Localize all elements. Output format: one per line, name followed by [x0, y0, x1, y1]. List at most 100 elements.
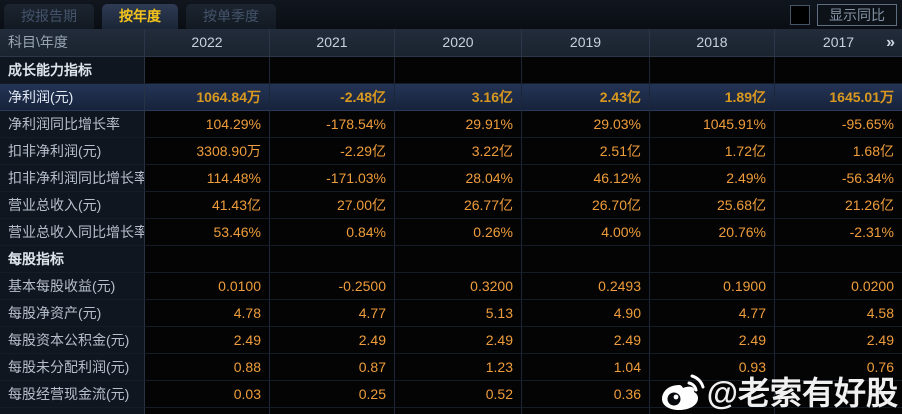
- value-cell: 0.0200: [775, 273, 902, 300]
- value-cell: [775, 57, 902, 84]
- value-cell: 1.72亿: [650, 138, 775, 165]
- value-cell: 4.90: [522, 300, 650, 327]
- tab-bar-controls: 显示同比: [790, 4, 897, 26]
- value-cell: [650, 246, 775, 273]
- row-label: 扣非净利润同比增长率: [0, 165, 145, 192]
- value-cell: [775, 246, 902, 273]
- table-row: 扣非净利润(元) 3308.90万 -2.29亿 3.22亿 2.51亿 1.72亿 1.6…: [0, 138, 902, 165]
- value-cell: 53.46%: [145, 219, 270, 246]
- year-header-cell: 2017»: [775, 29, 902, 56]
- tab-按报告期[interactable]: 按报告期: [4, 4, 94, 29]
- value-cell: 0.76: [775, 354, 902, 381]
- table-header-row: 科目\年度 2022 2021 2020 2019 2018 2017»: [0, 29, 902, 57]
- table-row: 成长能力指标: [0, 57, 902, 84]
- value-cell: 2.49: [270, 327, 395, 354]
- value-cell: 2.43亿: [522, 84, 650, 111]
- table-row: 每股经营现金流(元) 0.03 0.25 0.52 0.36: [0, 381, 902, 408]
- row-label: 扣非净利润(元): [0, 138, 145, 165]
- row-label: 成长能力指标: [0, 57, 145, 84]
- value-cell: 3308.90万: [145, 138, 270, 165]
- value-cell: 5.13: [395, 300, 522, 327]
- value-cell: [775, 408, 902, 414]
- value-cell: 0.26%: [395, 219, 522, 246]
- value-cell: 27.00亿: [270, 192, 395, 219]
- more-columns-icon[interactable]: »: [886, 34, 895, 51]
- value-cell: 0.52: [395, 381, 522, 408]
- indicator-table: 科目\年度 2022 2021 2020 2019 2018 2017» 成长能力指标 净利…: [0, 29, 902, 414]
- tab-按单季度[interactable]: 按单季度: [186, 4, 276, 29]
- value-cell: -2.48亿: [270, 84, 395, 111]
- show-yoy-checkbox[interactable]: [790, 5, 810, 25]
- value-cell: 26.77亿: [395, 192, 522, 219]
- value-cell: 0.25: [270, 381, 395, 408]
- value-cell: 29.03%: [522, 111, 650, 138]
- value-cell: 104.29%: [145, 111, 270, 138]
- value-cell: 2.49: [522, 327, 650, 354]
- value-cell: 4.78: [145, 300, 270, 327]
- value-cell: 2.49: [145, 327, 270, 354]
- value-cell: [522, 246, 650, 273]
- value-cell: 0.36: [522, 381, 650, 408]
- year-header-cell: 2021: [270, 29, 395, 56]
- table-row: 基本每股收益(元) 0.0100 -0.2500 0.3200 0.2493 0.1900…: [0, 273, 902, 300]
- value-cell: 21.26亿: [775, 192, 902, 219]
- value-cell: 46.12%: [522, 165, 650, 192]
- value-cell: [270, 57, 395, 84]
- row-label: 每股资本公积金(元): [0, 327, 145, 354]
- value-cell: 114.48%: [145, 165, 270, 192]
- value-cell: 0.03: [145, 381, 270, 408]
- value-cell: 2.49: [395, 327, 522, 354]
- value-cell: 4.00%: [522, 219, 650, 246]
- value-cell: 1645.01万: [775, 84, 902, 111]
- value-cell: [145, 57, 270, 84]
- value-cell: -178.54%: [270, 111, 395, 138]
- value-cell: -0.2500: [270, 273, 395, 300]
- value-cell: [270, 408, 395, 414]
- value-cell: 3.16亿: [395, 84, 522, 111]
- value-cell: [775, 381, 902, 408]
- year-header-cell: 2019: [522, 29, 650, 56]
- value-cell: -2.29亿: [270, 138, 395, 165]
- value-cell: 1.04: [522, 354, 650, 381]
- tab-按年度[interactable]: 按年度: [102, 4, 178, 29]
- year-header-cell: 2022: [145, 29, 270, 56]
- value-cell: [270, 246, 395, 273]
- table-row: 每股资本公积金(元) 2.49 2.49 2.49 2.49 2.49 2.49: [0, 327, 902, 354]
- value-cell: 3.22亿: [395, 138, 522, 165]
- row-label: 净利润(元): [0, 84, 145, 111]
- year-header-cell: 2018: [650, 29, 775, 56]
- value-cell: 29.91%: [395, 111, 522, 138]
- row-label: 每股经营现金流(元): [0, 381, 145, 408]
- table-row: 净利润同比增长率 104.29% -178.54% 29.91% 29.03% 1045.…: [0, 111, 902, 138]
- value-cell: 2.49%: [650, 165, 775, 192]
- row-label: 净利润同比增长率: [0, 111, 145, 138]
- value-cell: 0.88: [145, 354, 270, 381]
- value-cell: 0.1900: [650, 273, 775, 300]
- value-cell: 0.87: [270, 354, 395, 381]
- value-cell: [145, 246, 270, 273]
- value-cell: 4.77: [270, 300, 395, 327]
- show-yoy-button[interactable]: 显示同比: [817, 4, 897, 26]
- table-row: 净利润(元) 1064.84万 -2.48亿 3.16亿 2.43亿 1.89亿 1645.…: [0, 84, 902, 111]
- value-cell: 1.68亿: [775, 138, 902, 165]
- tab-bar-tabs: 按报告期 按年度 按单季度: [0, 4, 284, 29]
- row-label: 每股净资产(元): [0, 300, 145, 327]
- value-cell: 0.93: [650, 354, 775, 381]
- year-header-cell: 2020: [395, 29, 522, 56]
- value-cell: -95.65%: [775, 111, 902, 138]
- value-cell: [522, 57, 650, 84]
- value-cell: -56.34%: [775, 165, 902, 192]
- value-cell: 1.23: [395, 354, 522, 381]
- table-row: 每股净资产(元) 4.78 4.77 5.13 4.90 4.77 4.58: [0, 300, 902, 327]
- table-row: 营业总收入(元) 41.43亿 27.00亿 26.77亿 26.70亿 25.68亿 21…: [0, 192, 902, 219]
- value-cell: 2.51亿: [522, 138, 650, 165]
- row-label: 每股指标: [0, 246, 145, 273]
- value-cell: 41.43亿: [145, 192, 270, 219]
- corner-header-cell: 科目\年度: [0, 29, 145, 56]
- table-body: 成长能力指标 净利润(元) 1064.84万 -2.48亿 3.16亿 2.43亿 1.89…: [0, 57, 902, 414]
- value-cell: [145, 408, 270, 414]
- table-row: 营业总收入同比增长率 53.46% 0.84% 0.26% 4.00% 20.76% -2.…: [0, 219, 902, 246]
- value-cell: 28.04%: [395, 165, 522, 192]
- value-cell: 20.76%: [650, 219, 775, 246]
